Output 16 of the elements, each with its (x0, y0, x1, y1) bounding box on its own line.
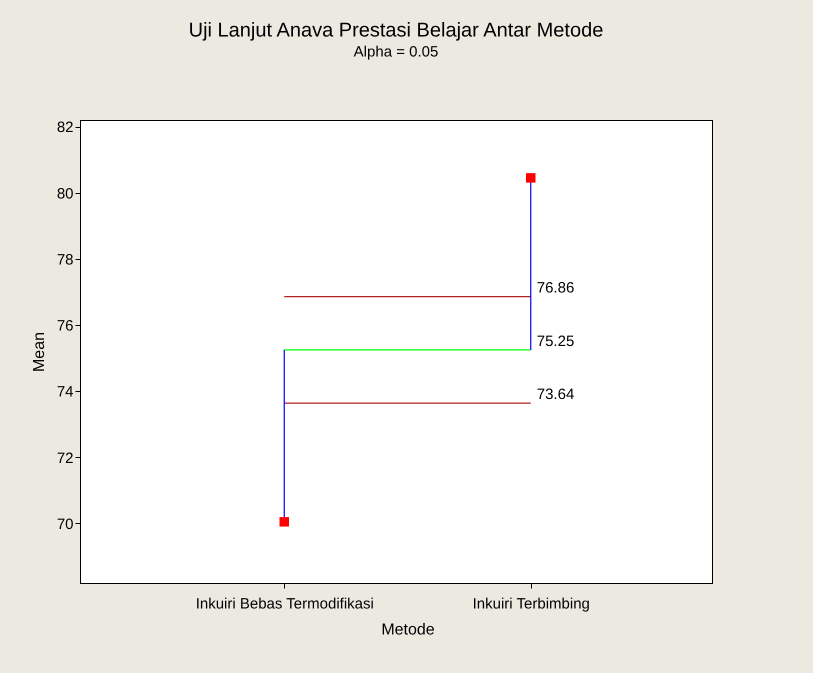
x-tick-label: Inkuiri Bebas Termodifikasi (196, 596, 374, 612)
y-tick-label: 74 (56, 384, 74, 401)
ref-line-label: 73.64 (536, 386, 574, 404)
y-tick-label: 72 (56, 450, 74, 467)
x-axis-title: Metode (381, 622, 435, 638)
y-tick-label: 70 (56, 516, 74, 533)
x-tick-label: Inkuiri Terbimbing (472, 596, 590, 612)
ref-line-label: 75.25 (536, 332, 574, 350)
chart-title: Uji Lanjut Anava Prestasi Belajar Antar Metode (188, 20, 604, 42)
ref-line-label: 76.86 (536, 280, 574, 297)
y-tick-label: 76 (56, 318, 74, 335)
chart-subtitle: Alpha = 0.05 (354, 44, 438, 61)
y-tick-label: 78 (56, 251, 74, 268)
y-axis-title: Mean (30, 332, 48, 372)
y-tick-label: 82 (56, 119, 74, 136)
y-tick-label: 80 (56, 185, 74, 202)
